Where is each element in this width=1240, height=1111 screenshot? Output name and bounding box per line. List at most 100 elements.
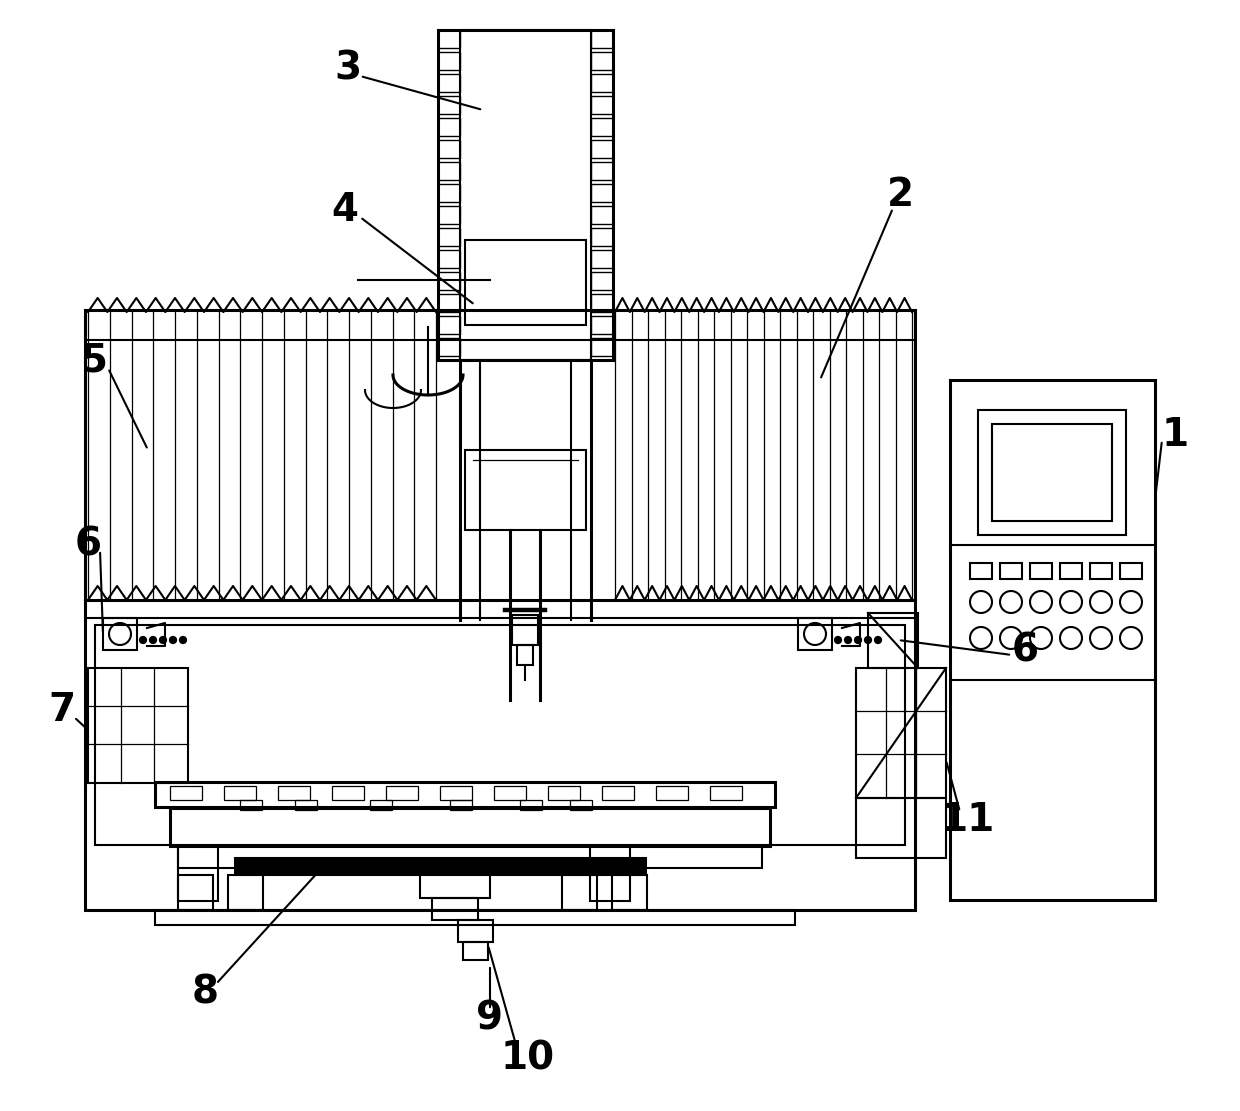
Bar: [1030, 563, 1052, 579]
Bar: [440, 785, 472, 800]
Bar: [438, 228, 460, 246]
Bar: [438, 206, 460, 224]
Text: 11: 11: [941, 801, 996, 839]
Bar: [562, 875, 596, 910]
Bar: [86, 310, 915, 910]
Circle shape: [180, 637, 186, 643]
Bar: [494, 785, 526, 800]
Bar: [438, 74, 460, 92]
Text: 9: 9: [476, 999, 503, 1037]
Bar: [548, 785, 580, 800]
Text: 10: 10: [501, 1039, 556, 1077]
Bar: [950, 380, 1154, 900]
Bar: [438, 52, 460, 70]
Bar: [228, 875, 263, 910]
Circle shape: [139, 637, 146, 643]
Bar: [591, 272, 613, 290]
Bar: [438, 294, 460, 312]
Text: 7: 7: [48, 691, 76, 729]
Bar: [460, 30, 591, 360]
Bar: [386, 785, 418, 800]
Circle shape: [835, 637, 842, 643]
Circle shape: [854, 637, 862, 643]
Bar: [438, 162, 460, 180]
Bar: [103, 618, 136, 650]
Bar: [88, 668, 188, 783]
Bar: [438, 118, 460, 136]
Bar: [438, 316, 460, 334]
Bar: [170, 785, 202, 800]
Bar: [179, 845, 763, 868]
Bar: [295, 800, 317, 810]
Bar: [438, 30, 460, 48]
Bar: [465, 450, 587, 530]
Circle shape: [844, 637, 852, 643]
Bar: [224, 785, 255, 800]
Bar: [999, 563, 1022, 579]
Bar: [465, 240, 587, 326]
Bar: [438, 250, 460, 268]
Text: 4: 4: [331, 191, 358, 229]
Bar: [591, 338, 613, 356]
Circle shape: [160, 637, 166, 643]
Bar: [438, 96, 460, 114]
Bar: [179, 845, 218, 901]
Bar: [590, 845, 630, 901]
Bar: [591, 228, 613, 246]
Bar: [438, 140, 460, 158]
Bar: [591, 96, 613, 114]
Bar: [591, 140, 613, 158]
Bar: [458, 920, 494, 942]
Bar: [868, 613, 918, 668]
Bar: [591, 294, 613, 312]
Bar: [591, 74, 613, 92]
Text: 1: 1: [1162, 416, 1189, 454]
Bar: [420, 868, 490, 898]
Circle shape: [864, 637, 872, 643]
Circle shape: [150, 637, 156, 643]
Bar: [970, 563, 992, 579]
Bar: [236, 858, 645, 874]
Bar: [241, 800, 262, 810]
Bar: [463, 942, 489, 960]
Bar: [856, 668, 946, 798]
Bar: [512, 615, 538, 645]
Bar: [95, 625, 905, 845]
Bar: [978, 410, 1126, 536]
Bar: [591, 118, 613, 136]
Bar: [591, 52, 613, 70]
Bar: [601, 785, 634, 800]
Bar: [520, 800, 542, 810]
Bar: [613, 875, 647, 910]
Bar: [1090, 563, 1112, 579]
Text: 8: 8: [191, 973, 218, 1011]
Bar: [1060, 563, 1083, 579]
Bar: [799, 618, 832, 650]
Bar: [155, 782, 775, 807]
Text: 5: 5: [82, 341, 109, 379]
Bar: [591, 206, 613, 224]
Bar: [1120, 563, 1142, 579]
Bar: [370, 800, 392, 810]
Bar: [278, 785, 310, 800]
Bar: [170, 808, 770, 845]
Text: 3: 3: [335, 49, 362, 87]
Bar: [332, 785, 365, 800]
Bar: [179, 875, 213, 910]
Text: 2: 2: [887, 176, 914, 214]
Bar: [591, 250, 613, 268]
Bar: [438, 272, 460, 290]
Text: 6: 6: [1012, 631, 1039, 669]
Bar: [570, 800, 591, 810]
Bar: [432, 898, 477, 920]
Bar: [155, 910, 795, 925]
Bar: [711, 785, 742, 800]
Text: 6: 6: [74, 526, 102, 564]
Bar: [438, 30, 613, 360]
Bar: [992, 424, 1112, 521]
Bar: [438, 338, 460, 356]
Bar: [591, 162, 613, 180]
Bar: [591, 184, 613, 202]
Bar: [450, 800, 472, 810]
Bar: [856, 798, 946, 858]
